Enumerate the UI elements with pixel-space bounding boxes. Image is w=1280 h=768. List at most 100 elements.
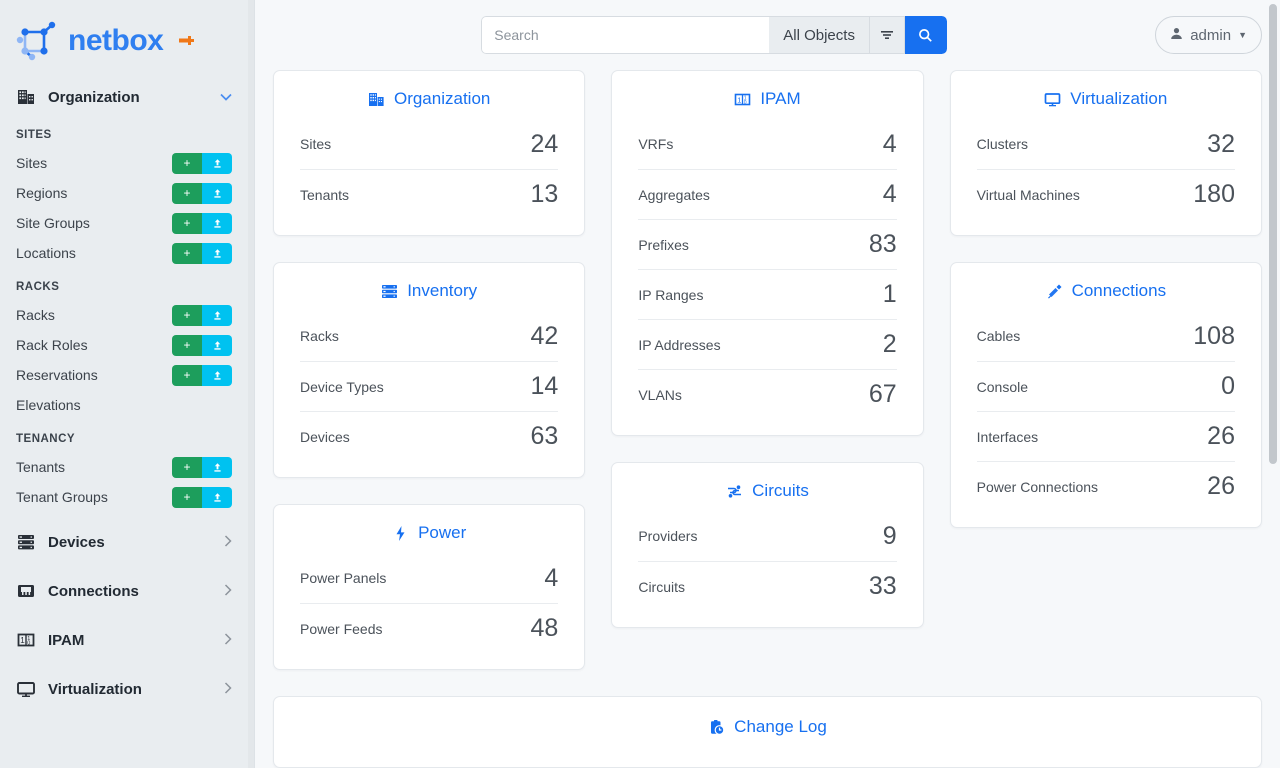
sidebar-item-rack-roles[interactable]: Rack Roles + [0, 330, 248, 360]
sidebar-item-sites[interactable]: Sites + [0, 148, 248, 178]
card-title-link[interactable]: Virtualization [951, 85, 1261, 119]
upload-icon[interactable] [202, 212, 232, 234]
stat-row[interactable]: Device Types 14 [300, 361, 559, 411]
stat-row[interactable]: Console 0 [976, 361, 1235, 411]
stat-row[interactable]: Power Feeds 48 [300, 603, 559, 653]
sidebar-group-virtualization[interactable]: Virtualization [0, 670, 248, 708]
stat-row[interactable]: Clusters 32 [977, 119, 1235, 169]
stat-value: 13 [530, 180, 559, 208]
stat-row[interactable]: IP Addresses 2 [638, 319, 897, 369]
sidebar-group-organization[interactable]: Organization [0, 78, 248, 116]
stat-label: Prefixes [638, 236, 689, 253]
stat-row[interactable]: Racks 42 [300, 311, 558, 361]
card-title-link[interactable]: Inventory [274, 277, 584, 311]
upload-icon[interactable] [202, 152, 232, 174]
sidebar-item-racks[interactable]: Racks + [0, 300, 248, 330]
sidebar-item-tenant-groups[interactable]: Tenant Groups + [0, 482, 248, 512]
stat-row[interactable]: Tenants 13 [300, 169, 559, 219]
upload-icon[interactable] [202, 304, 232, 326]
card-title-link[interactable]: Organization [274, 85, 584, 119]
card-title-link[interactable]: Circuits [612, 477, 922, 511]
card-rows: Providers 9 Circuits 33 [612, 511, 922, 611]
stat-row[interactable]: Cables 108 [977, 311, 1235, 361]
chevron-right-icon [224, 584, 232, 598]
changelog-wrapper: Change Log [273, 696, 1262, 768]
filter-icon[interactable] [868, 16, 905, 54]
pin-icon[interactable] [179, 34, 195, 49]
stat-row[interactable]: VLANs 67 [638, 369, 897, 419]
sidebar-group-connections[interactable]: Connections [0, 572, 248, 610]
plus-icon[interactable]: + [172, 334, 202, 356]
sidebar-item-tenants[interactable]: Tenants + [0, 452, 248, 482]
sidebar-item-elevations[interactable]: Elevations [0, 390, 248, 420]
user-menu-label: admin [1190, 26, 1232, 44]
stat-row[interactable]: Interfaces 26 [976, 411, 1235, 461]
card-title-link[interactable]: Connections [951, 277, 1261, 311]
main-content: All Objects admin ▼ [255, 0, 1280, 768]
user-menu-button[interactable]: admin ▼ [1155, 16, 1262, 54]
plus-icon[interactable]: + [172, 152, 202, 174]
sidebar-scrollbar-track[interactable] [248, 0, 254, 768]
stat-row[interactable]: Power Connections 26 [976, 461, 1235, 511]
stat-label: Console [976, 378, 1029, 395]
upload-icon[interactable] [202, 486, 232, 508]
card-organization: Organization Sites 24 Tenants 13 [273, 70, 586, 236]
brand-header[interactable]: netbox [0, 0, 248, 78]
stat-row[interactable]: Power Panels 4 [300, 553, 558, 603]
search-submit-button[interactable] [904, 16, 947, 54]
plus-icon[interactable]: + [172, 182, 202, 204]
plus-icon[interactable]: + [172, 486, 202, 508]
stat-row[interactable]: IP Ranges 1 [638, 269, 897, 319]
stat-label: Circuits [638, 578, 685, 595]
stat-row[interactable]: Devices 63 [300, 411, 559, 461]
card-title-text: Change Log [734, 717, 827, 736]
sidebar-group-label: Devices [48, 533, 105, 551]
building-icon [16, 87, 36, 107]
sidebar-section-tenancy-label: TENANCY [16, 433, 76, 445]
card-rows: Racks 42 Device Types 14 Devices 63 [274, 311, 584, 461]
stat-value: 26 [1207, 422, 1235, 450]
stat-row[interactable]: Virtual Machines 180 [976, 169, 1235, 219]
stat-value: 24 [530, 129, 559, 158]
upload-icon[interactable] [202, 334, 232, 356]
sidebar-item-reservations[interactable]: Reservations + [0, 360, 248, 390]
upload-icon[interactable] [202, 182, 232, 204]
card-title-link[interactable]: 1 1 0 IPAM [612, 85, 922, 119]
stat-row[interactable]: VRFs 4 [638, 119, 896, 169]
search-input[interactable] [481, 16, 770, 54]
stat-value: 26 [1207, 472, 1235, 500]
stat-row[interactable]: Aggregates 4 [638, 169, 897, 219]
sidebar-actions: + [172, 364, 232, 386]
search-scope-dropdown[interactable]: All Objects [769, 16, 869, 54]
stat-row[interactable]: Providers 9 [638, 511, 896, 561]
sidebar-item-regions[interactable]: Regions + [0, 178, 248, 208]
stat-value: 32 [1207, 129, 1235, 158]
main-scrollbar-thumb[interactable] [1269, 4, 1277, 464]
upload-icon[interactable] [202, 456, 232, 478]
plus-icon[interactable]: + [172, 304, 202, 326]
plus-icon[interactable]: + [172, 242, 202, 264]
card-rows: VRFs 4 Aggregates 4 Prefixes 83 [612, 119, 922, 419]
sidebar-item-site-groups[interactable]: Site Groups + [0, 208, 248, 238]
upload-icon[interactable] [202, 242, 232, 264]
sidebar-item-locations[interactable]: Locations + [0, 238, 248, 268]
stat-value: 9 [882, 521, 897, 550]
sidebar-group-label: Connections [48, 582, 139, 600]
stat-row[interactable]: Circuits 33 [638, 561, 897, 611]
stat-label: Cables [976, 328, 1021, 344]
sidebar: netbox [0, 0, 255, 768]
stat-row[interactable]: Prefixes 83 [638, 219, 897, 269]
stat-row[interactable]: Sites 24 [300, 119, 558, 169]
card-title-link[interactable]: Power [274, 519, 584, 553]
sidebar-group-devices[interactable]: Devices [0, 523, 248, 561]
card-title-text: Inventory [407, 281, 478, 300]
plus-icon[interactable]: + [172, 456, 202, 478]
sidebar-group-ipam[interactable]: 1 1 0 IPAM [0, 621, 248, 659]
card-title-link[interactable]: Change Log [274, 713, 1261, 747]
stat-label: Power Feeds [300, 620, 383, 637]
sidebar-scroll-area: netbox [0, 0, 248, 768]
plus-icon[interactable]: + [172, 364, 202, 386]
plus-icon[interactable]: + [172, 212, 202, 234]
upload-icon[interactable] [202, 364, 232, 386]
